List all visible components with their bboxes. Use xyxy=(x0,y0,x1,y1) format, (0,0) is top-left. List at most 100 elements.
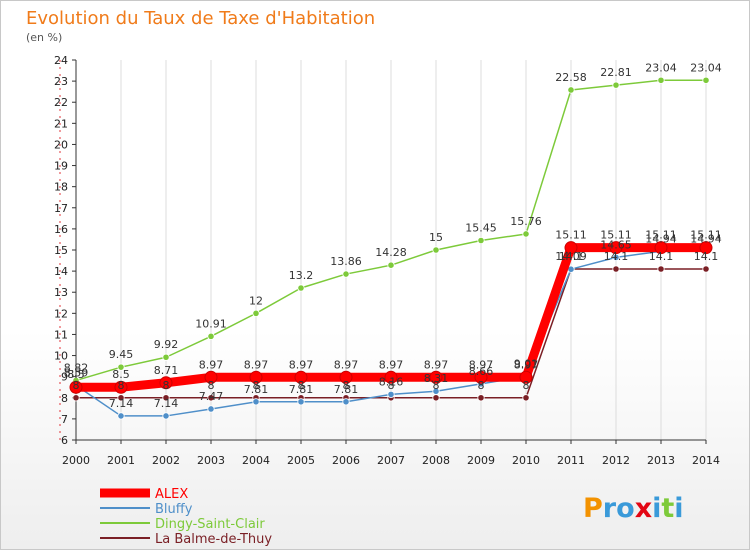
data-point xyxy=(297,284,305,292)
data-label: 15.45 xyxy=(465,222,497,235)
x-tick-label: 2002 xyxy=(152,454,180,467)
y-tick-label: 23 xyxy=(54,75,68,88)
data-point xyxy=(342,398,350,406)
data-label: 22.81 xyxy=(600,66,632,79)
y-tick-label: 7 xyxy=(61,413,68,426)
data-label: 15.11 xyxy=(690,229,722,242)
data-label: 8.59 xyxy=(64,366,89,379)
data-label: 8 xyxy=(253,379,260,392)
data-label: 8 xyxy=(388,379,395,392)
data-point xyxy=(477,236,485,245)
data-label: 23.04 xyxy=(690,61,722,74)
data-label: 8.97 xyxy=(244,358,269,371)
data-point xyxy=(522,394,530,402)
legend-label: Bluffy xyxy=(155,502,193,517)
y-tick-label: 6 xyxy=(61,434,68,447)
data-label: 14.28 xyxy=(375,246,407,259)
data-point xyxy=(474,370,488,384)
chart-title: Evolution du Taux de Taxe d'Habitation xyxy=(26,8,375,29)
y-tick-label: 12 xyxy=(54,307,68,320)
data-label: 15.11 xyxy=(555,229,587,242)
data-point xyxy=(477,394,485,402)
data-point xyxy=(432,387,440,395)
data-label: 15.11 xyxy=(645,229,677,242)
data-label: 8 xyxy=(433,379,440,392)
data-point xyxy=(702,76,710,84)
x-tick-label: 2011 xyxy=(557,454,585,467)
logo-letter: i xyxy=(674,493,683,524)
data-label: 14.94 xyxy=(690,232,722,245)
x-tick-label: 2005 xyxy=(287,454,315,467)
data-point xyxy=(162,412,170,420)
data-label: 14.1 xyxy=(604,250,629,263)
data-point xyxy=(567,86,575,94)
data-point xyxy=(519,370,533,384)
data-label: 8.5 xyxy=(112,368,130,381)
data-label: 9.01 xyxy=(514,357,539,370)
y-tick-label: 14 xyxy=(54,265,68,278)
data-label: 15.76 xyxy=(510,215,542,228)
data-label: 8.97 xyxy=(199,358,224,371)
y-tick-label: 10 xyxy=(54,350,68,363)
data-point xyxy=(657,265,665,273)
data-point xyxy=(117,363,125,371)
legend-label: ALEX xyxy=(155,487,188,502)
legend-label: La Balme-de-Thuy xyxy=(155,532,272,547)
data-label: 7.81 xyxy=(334,383,359,396)
y-tick-label: 22 xyxy=(54,96,68,109)
x-tick-label: 2014 xyxy=(692,454,720,467)
data-label: 8 xyxy=(163,379,170,392)
logo-letter: i xyxy=(652,493,661,524)
x-tick-label: 2013 xyxy=(647,454,675,467)
y-tick-label: 18 xyxy=(54,181,68,194)
data-point xyxy=(162,394,170,402)
data-label: 8 xyxy=(478,379,485,392)
data-point xyxy=(384,370,398,384)
data-point xyxy=(432,394,440,402)
data-point xyxy=(297,398,305,406)
logo-letter: t xyxy=(661,493,674,524)
series-lines xyxy=(69,76,713,420)
data-point xyxy=(612,253,620,261)
data-point xyxy=(204,370,218,384)
data-label: 8.5 xyxy=(67,368,85,381)
x-tick-label: 2007 xyxy=(377,454,405,467)
y-tick-label: 19 xyxy=(54,160,68,173)
data-label: 8.97 xyxy=(424,358,449,371)
data-label: 14.94 xyxy=(645,232,677,245)
data-labels: 8.5 8.5 8.71 8.97 8.97 8.97 8.97 8.97 8.97 8.97 8.… xyxy=(64,61,722,410)
data-label: 22.58 xyxy=(555,71,587,84)
data-point xyxy=(207,394,215,402)
x-tick-label: 2006 xyxy=(332,454,360,467)
legend-label: Dingy-Saint-Clair xyxy=(155,517,265,532)
data-point xyxy=(432,246,440,254)
x-tick-label: 2000 xyxy=(62,454,90,467)
data-label: 8.97 xyxy=(379,358,404,371)
data-label: 8.16 xyxy=(379,375,404,388)
data-point xyxy=(114,380,128,394)
data-label: 8 xyxy=(118,379,125,392)
data-label: 8.31 xyxy=(424,372,449,385)
logo-letter: x xyxy=(635,493,652,524)
chart-subtitle: (en %) xyxy=(26,31,62,44)
data-label: 7.14 xyxy=(109,397,134,410)
y-tick-label: 13 xyxy=(54,286,68,299)
data-point xyxy=(252,398,260,406)
data-point xyxy=(339,370,353,384)
data-label: 12 xyxy=(249,294,263,307)
x-tick-label: 2004 xyxy=(242,454,270,467)
data-label: 8.97 xyxy=(514,358,539,371)
y-tick-label: 17 xyxy=(54,202,68,215)
y-tick-label: 15 xyxy=(54,244,68,257)
y-tick-label: 8 xyxy=(61,392,68,405)
x-tick-label: 2010 xyxy=(512,454,540,467)
data-label: 14.1 xyxy=(694,250,719,263)
data-point xyxy=(609,241,623,255)
x-tick-label: 2009 xyxy=(467,454,495,467)
data-point xyxy=(429,370,443,384)
data-point xyxy=(702,265,710,273)
